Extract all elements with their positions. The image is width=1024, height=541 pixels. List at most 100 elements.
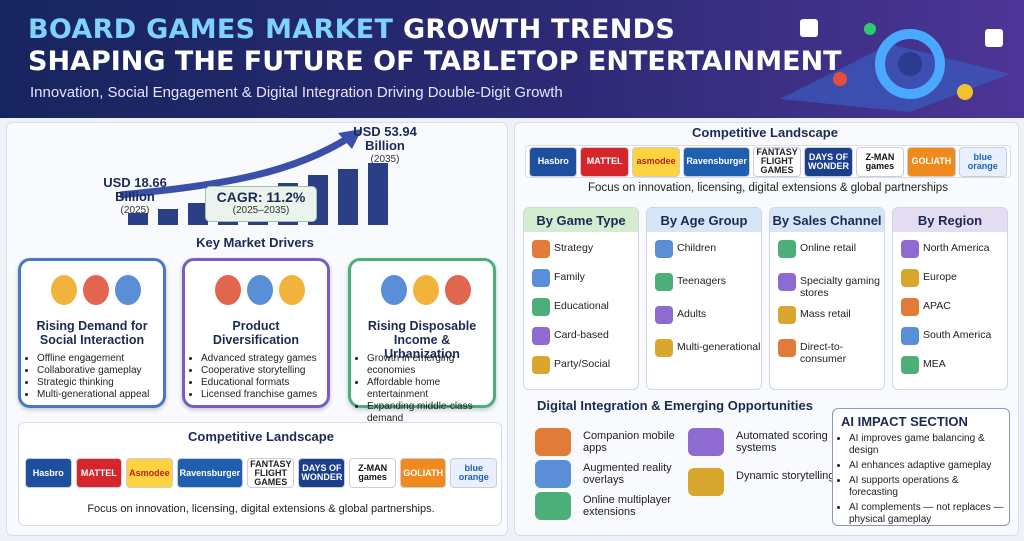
logo: Hasbro xyxy=(529,146,578,177)
ai-box: AI IMPACT SECTION AI improves game balan… xyxy=(832,408,1010,526)
segment-item: APAC xyxy=(923,300,951,312)
segment-icon xyxy=(901,240,919,258)
segment: By Age Group Children Teenagers Adults Multi… xyxy=(646,207,762,390)
ai-bullet: AI complements — not replaces — physical… xyxy=(849,502,1009,526)
driver-card: Rising Disposable Income & UrbanizationG… xyxy=(348,258,496,424)
card-bullet: Educational formats xyxy=(201,377,323,389)
segment-title: By Sales Channel xyxy=(770,208,884,232)
start-value: USD 18.66 xyxy=(103,175,167,190)
icon xyxy=(247,275,273,305)
segment-item: MEA xyxy=(923,358,946,370)
segment-icon xyxy=(778,273,796,291)
logo: asmodee xyxy=(631,146,681,177)
card-bullet: Cooperative storytelling xyxy=(201,365,323,377)
logo: GOLIATH xyxy=(907,146,956,177)
segment-icon xyxy=(778,306,796,324)
card-bullet: Multi-generational appeal xyxy=(37,389,159,401)
drivers-title: Key Market Drivers xyxy=(196,235,314,250)
digital-icon xyxy=(535,460,571,488)
segment-icon xyxy=(778,339,796,357)
segment-title: By Age Group xyxy=(647,208,761,232)
segment-item: Family xyxy=(554,271,585,283)
digital-title: Digital Integration & Emerging Opportuni… xyxy=(537,398,813,413)
start-label: USD 18.66 Billion (2025) xyxy=(95,176,175,218)
digital-item: Dynamic storytelling xyxy=(736,470,835,482)
segment-icon xyxy=(655,339,673,357)
end-label: USD 53.94 Billion (2035) xyxy=(340,125,430,167)
card-title: Rising Demand for Social Interaction xyxy=(36,319,148,347)
segment: By Sales Channel Online retail Specialty g… xyxy=(769,207,885,390)
segment-icon xyxy=(901,327,919,345)
competitive-right-footer: Focus on innovation, licensing, digital … xyxy=(588,182,948,194)
digital-item: Automated scoring systems xyxy=(736,430,828,454)
title-rest: GROWTH TRENDS xyxy=(402,14,676,45)
digital-item: Augmented reality overlays xyxy=(583,462,672,486)
competitive-left-title: Competitive Landscape xyxy=(188,429,334,444)
card-bullet: Licensed franchise games xyxy=(201,389,323,401)
logo: Z-MAN games xyxy=(855,146,905,177)
logo-row: Hasbro MATTEL Asmodee Ravensburger FANTASY F… xyxy=(25,451,497,495)
ai-bullets: AI improves game balancing & design AI en… xyxy=(839,433,1009,526)
logo: Asmodee xyxy=(126,458,173,488)
card-bullet: Collaborative gameplay xyxy=(37,365,159,377)
cagr-period: (2025–2035) xyxy=(232,205,290,216)
segment-item: Mass retail xyxy=(800,308,851,320)
card-title: Rising Disposable Income & Urbanization xyxy=(367,319,477,361)
card-title: Product Diversification xyxy=(212,319,300,347)
icon xyxy=(51,275,77,305)
segment-item: Educational xyxy=(554,300,609,312)
subtitle: Innovation, Social Engagement & Digital … xyxy=(30,84,563,101)
segment: By Region North America Europe APAC South Am… xyxy=(892,207,1008,390)
end-year: (2035) xyxy=(370,154,400,165)
header: BOARD GAMES MARKET GROWTH TRENDS SHAPING… xyxy=(0,0,1024,118)
segment-item: Multi-generational xyxy=(677,341,761,353)
logo: blue orange xyxy=(958,146,1008,177)
logo: Z-MAN games xyxy=(349,458,396,488)
segment-icon xyxy=(532,356,550,374)
end-unit: Billion xyxy=(365,138,405,153)
digital-icon xyxy=(688,468,724,496)
logo: MATTEL xyxy=(580,146,629,177)
logo: GOLIATH xyxy=(399,458,447,488)
logo: FANTASY FLIGHT GAMES xyxy=(247,458,295,488)
segment-icon xyxy=(532,327,550,345)
segment-icon xyxy=(901,298,919,316)
icon xyxy=(115,275,141,305)
logo: DAYS OF WONDER xyxy=(298,458,346,488)
segment-icon xyxy=(655,306,673,324)
segment-title: By Region xyxy=(893,208,1007,232)
driver-card: Rising Demand for Social Interaction Offl… xyxy=(18,258,166,408)
logo: Ravensburger xyxy=(683,146,750,177)
ai-bullet: AI enhances adaptive gameplay xyxy=(849,460,1009,472)
segment-item: Teenagers xyxy=(677,275,727,287)
segment-icon xyxy=(655,240,673,258)
card-bullets: Growth in emerging economiesAffordable h… xyxy=(359,353,489,425)
logo: blue orange xyxy=(450,458,497,488)
digital-item: Online multiplayer extensions xyxy=(583,494,672,518)
segment-title: By Game Type xyxy=(524,208,638,232)
competitive-left: Competitive Landscape Hasbro MATTEL Asmode… xyxy=(18,422,502,526)
card-bullet: Offline engagement xyxy=(37,353,159,365)
competitive-left-footer: Focus on innovation, licensing, digital … xyxy=(87,503,435,515)
logo: FANTASY FLIGHT GAMES xyxy=(752,146,802,177)
start-year: (2025) xyxy=(120,205,150,216)
end-value: USD 53.94 xyxy=(353,124,417,139)
ai-bullet: AI improves game balancing & design xyxy=(849,433,1009,457)
card-bullet: Strategic thinking xyxy=(37,377,159,389)
title-line1: BOARD GAMES MARKET GROWTH TRENDS xyxy=(28,14,675,45)
ai-title: AI IMPACT SECTION xyxy=(841,414,968,429)
logo: Hasbro xyxy=(25,458,72,488)
logo-strip: Hasbro MATTEL asmodee Ravensburger FANTASY F… xyxy=(525,145,1011,178)
icon xyxy=(279,275,305,305)
segment-item: Direct-to-consumer xyxy=(800,341,847,365)
digital-icon xyxy=(535,492,571,520)
card-bullet: Advanced strategy games xyxy=(201,353,323,365)
segment: By Game Type Strategy Family Educational Car… xyxy=(523,207,639,390)
card-bullets: Advanced strategy gamesCooperative story… xyxy=(193,353,323,401)
segment-icon xyxy=(655,273,673,291)
digital-icon xyxy=(535,428,571,456)
icon xyxy=(215,275,241,305)
card-bullet: Expanding middle-class demand xyxy=(367,401,489,425)
card-bullet: Growth in emerging economies xyxy=(367,353,489,377)
segment-item: Online retail xyxy=(800,242,857,254)
